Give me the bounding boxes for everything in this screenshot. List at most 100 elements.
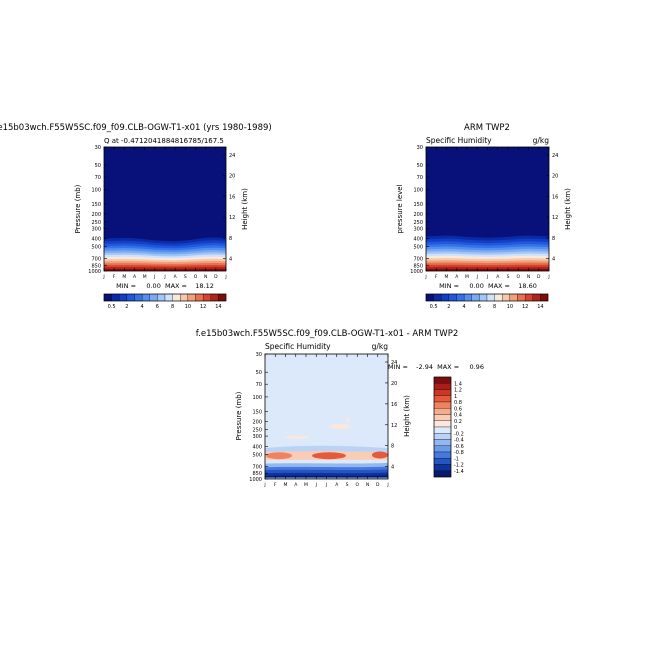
colorbar-swatch xyxy=(134,293,143,302)
colorbar-swatch xyxy=(433,426,452,434)
month-tick-label: O xyxy=(516,274,520,280)
month-tick-label: D xyxy=(376,482,380,488)
colorbar-label: 8 xyxy=(171,304,174,310)
colorbar-label: 14 xyxy=(537,304,543,310)
colorbar-label: -1.2 xyxy=(454,463,464,469)
month-tick-label: N xyxy=(527,274,530,280)
pressure-tick-label: 100 xyxy=(91,188,101,194)
colorbar-swatch xyxy=(471,293,480,302)
colorbar-swatch xyxy=(180,293,189,302)
colorbar-swatch xyxy=(463,293,472,302)
colorbar-swatch xyxy=(494,293,503,302)
pressure-tick-label: 850 xyxy=(413,263,423,269)
colorbar-swatch xyxy=(141,293,150,302)
month-tick-label: S xyxy=(184,274,187,280)
colorbar-label: -0.6 xyxy=(454,444,464,450)
near-zero-background xyxy=(265,354,388,479)
month-tick-label: J xyxy=(386,482,388,488)
colorbar-label: 12 xyxy=(200,304,206,310)
pressure-tick-label: 850 xyxy=(252,471,262,477)
month-tick-label: M xyxy=(445,274,449,280)
colorbar-swatch xyxy=(433,376,452,384)
colorbar-swatch xyxy=(202,293,211,302)
month-tick-label: J xyxy=(547,274,549,280)
obs-panel-title: ARM TWP2 xyxy=(464,123,510,133)
month-tick-label: J xyxy=(486,274,488,280)
colorbar-swatch xyxy=(164,293,173,302)
difference-panel: f.e15b03wch.F55W5SC.f09_f09.CLB-OGW-T1-x… xyxy=(196,329,484,488)
pressure-tick-label: 700 xyxy=(413,256,423,262)
pressure-tick-label: 250 xyxy=(91,220,101,226)
pressure-tick-label: 150 xyxy=(91,202,101,208)
pressure-tick-label: 400 xyxy=(91,237,101,243)
month-tick-label: F xyxy=(435,274,438,280)
colorbar-swatch xyxy=(103,293,112,302)
colorbar-swatch xyxy=(517,293,526,302)
colorbar-label: 10 xyxy=(507,304,513,310)
pressure-tick-label: 1000 xyxy=(249,477,262,483)
model-right-axis-label: Height (km) xyxy=(241,188,249,230)
height-tick-label: 24 xyxy=(391,360,397,366)
colorbar-swatch xyxy=(433,408,452,415)
pressure-tick-label: 500 xyxy=(252,452,262,458)
pressure-tick-label: 30 xyxy=(95,145,101,151)
colorbar-label: 12 xyxy=(522,304,528,310)
pressure-tick-label: 700 xyxy=(91,256,101,262)
colorbar-label: 0.6 xyxy=(454,406,462,412)
colorbar-swatch xyxy=(433,445,452,453)
height-tick-label: 16 xyxy=(229,194,235,200)
model-panel-title: f.e15b03wch.F55W5SC.f09_f09.CLB-OGW-T1-x… xyxy=(0,123,272,133)
month-tick-label: J xyxy=(153,274,155,280)
pressure-tick-label: 50 xyxy=(256,370,262,376)
colorbar-label: 0.5 xyxy=(430,304,438,310)
colorbar-swatch xyxy=(433,464,452,471)
pressure-tick-label: 70 xyxy=(256,382,262,388)
colorbar-swatch xyxy=(433,433,452,440)
positive-anomaly-core xyxy=(312,452,346,460)
month-tick-label: M xyxy=(465,274,469,280)
colorbar-label: 2 xyxy=(125,304,128,310)
colorbar-swatch xyxy=(126,293,135,302)
pressure-tick-label: 200 xyxy=(91,212,101,218)
pressure-tick-label: 300 xyxy=(91,226,101,232)
difference-panel-units: g/kg xyxy=(372,342,389,351)
obs-panel-subtitle: Specific Humidity xyxy=(426,136,492,145)
colorbar-label: 6 xyxy=(156,304,159,310)
colorbar-label: 6 xyxy=(478,304,481,310)
colorbar-label: 2 xyxy=(447,304,450,310)
pressure-tick-label: 30 xyxy=(256,352,262,358)
month-tick-label: M xyxy=(143,274,147,280)
colorbar-label: 1 xyxy=(454,394,457,400)
pressure-tick-label: 50 xyxy=(95,163,101,169)
colorbar-frame xyxy=(103,293,227,302)
month-tick-label: J xyxy=(263,482,265,488)
difference-panel-title: f.e15b03wch.F55W5SC.f09_f09.CLB-OGW-T1-x… xyxy=(196,329,458,339)
colorbar-label: 14 xyxy=(215,304,221,310)
colorbar-swatch xyxy=(433,383,452,390)
month-tick-label: J xyxy=(315,482,317,488)
pressure-tick-label: 1000 xyxy=(88,269,101,275)
colorbar-swatch xyxy=(433,439,452,446)
colorbar-label: 1.2 xyxy=(454,388,462,394)
month-tick-label: A xyxy=(335,482,339,488)
pressure-tick-label: 250 xyxy=(252,428,262,434)
colorbar-swatch xyxy=(502,293,511,302)
height-tick-label: 4 xyxy=(391,465,394,471)
colorbar-swatch xyxy=(433,420,452,428)
height-tick-label: 8 xyxy=(391,444,394,450)
colorbar-label: -0.8 xyxy=(454,450,464,456)
pressure-tick-label: 500 xyxy=(91,244,101,250)
month-tick-label: S xyxy=(346,482,349,488)
positive-anomaly-patch xyxy=(345,416,350,422)
month-tick-label: N xyxy=(366,482,369,488)
month-tick-label: M xyxy=(122,274,126,280)
colorbar-swatch xyxy=(210,293,219,302)
pressure-tick-label: 700 xyxy=(252,464,262,470)
obs-humidity-field xyxy=(426,147,549,271)
height-tick-label: 20 xyxy=(229,174,235,180)
colorbar-label: 0.8 xyxy=(454,400,462,406)
colorbar-swatch xyxy=(425,293,434,302)
